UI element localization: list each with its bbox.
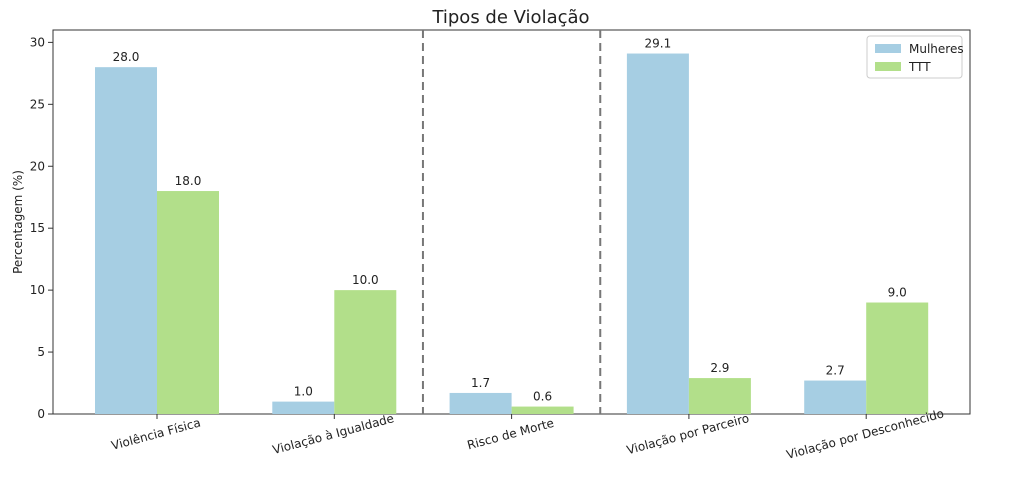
y-tick-label: 5: [37, 345, 45, 359]
bar-mulheres: [95, 67, 157, 415]
legend-label: Mulheres: [909, 42, 964, 56]
y-tick-label: 15: [30, 221, 45, 235]
x-tick-label: Risco de Morte: [466, 416, 556, 453]
legend-swatch: [875, 62, 901, 71]
bar-mulheres: [804, 380, 867, 414]
bar-ttt: [511, 406, 574, 414]
y-tick-label: 30: [30, 35, 45, 49]
bar-mulheres: [449, 392, 512, 414]
data-label: 0.6: [533, 390, 552, 404]
bar-ttt: [334, 290, 397, 414]
data-label: 1.0: [294, 385, 313, 399]
bar-ttt: [157, 191, 219, 414]
x-tick-label: Violação por Desconhecido: [785, 406, 946, 462]
x-tick-label: Violação por Parceiro: [625, 411, 750, 457]
chart-title: Tipos de Violação: [431, 7, 589, 28]
bar-ttt: [866, 302, 929, 414]
data-label: 2.9: [710, 361, 729, 375]
y-tick-label: 0: [37, 407, 45, 421]
x-tick-label: Violação à Igualdade: [271, 411, 395, 457]
legend-label: TTT: [908, 60, 931, 74]
bar-mulheres: [272, 401, 335, 414]
plot-area: 0 5 10 15 20 25 30 28.0 1.0 1.7 29.1 2.7 18.0 10.0 0.6…: [30, 29, 971, 462]
y-tick-label: 25: [30, 97, 45, 111]
y-tick-label: 10: [30, 283, 45, 297]
bar-mulheres: [626, 53, 689, 414]
data-label: 1.7: [471, 376, 490, 390]
data-label: 18.0: [175, 174, 202, 188]
data-label: 2.7: [826, 364, 845, 378]
y-axis-label: Percentagem (%): [11, 170, 25, 274]
y-tick-label: 20: [30, 159, 45, 173]
data-label: 9.0: [888, 286, 907, 300]
bar-ttt: [688, 378, 751, 414]
data-label: 29.1: [645, 37, 672, 51]
legend-swatch: [875, 44, 901, 53]
data-label: 28.0: [113, 50, 140, 64]
x-tick-label: Violência Física: [110, 415, 202, 452]
data-label: 10.0: [352, 273, 379, 287]
